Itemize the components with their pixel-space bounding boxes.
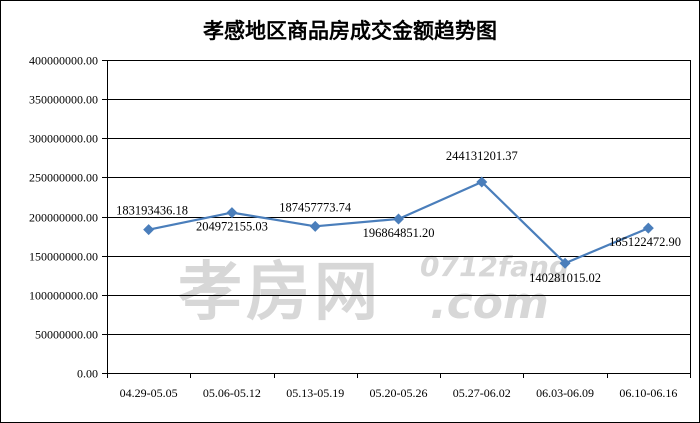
data-label: 183193436.18 [116,204,188,218]
y-tick-label: 350000000.00 [29,93,98,107]
y-tick-label: 400000000.00 [29,54,98,68]
data-label: 185122472.90 [609,235,681,249]
data-labels: 183193436.18 204972155.03 187457773.74 1968… [116,149,681,285]
watermark-url-bottom: .com [430,278,549,329]
axes [102,60,691,378]
y-tick-label: 0.00 [77,367,98,381]
y-tick-label: 200000000.00 [29,211,98,225]
data-label: 196864851.20 [363,226,435,240]
y-axis-ticks: 0.00 50000000.00 100000000.00 150000000.00 2… [29,54,98,381]
data-point-marker [559,257,571,269]
data-point-marker [309,220,321,232]
y-tick-label: 150000000.00 [29,250,98,264]
data-label: 244131201.37 [446,149,518,163]
x-tick-label: 05.06-05.12 [203,386,261,400]
x-tick-label: 06.10-06.16 [619,386,677,400]
data-point-marker [393,213,404,225]
x-tick-label: 05.13-05.19 [286,386,344,400]
data-point-marker [226,207,238,219]
data-point-marker [642,222,654,234]
x-axis-ticks: 04.29-05.05 05.06-05.12 05.13-05.19 05.20-0… [120,386,678,400]
x-tick-label: 05.20-05.26 [370,386,428,400]
y-tick-label: 100000000.00 [29,289,98,303]
data-label: 187457773.74 [279,200,352,214]
y-tick-label: 50000000.00 [35,328,98,342]
gridlines [107,60,690,374]
watermark-text: 孝房网 [178,256,382,330]
watermark-url-top: 0712fang [420,250,569,283]
y-tick-label: 300000000.00 [29,132,98,146]
x-tick-label: 04.29-05.05 [120,386,178,400]
data-point-marker [476,176,488,188]
y-tick-label: 250000000.00 [29,171,98,185]
chart-title: 孝感地区商品房成交金额趋势图 [203,18,497,43]
x-tick-label: 05.27-06.02 [453,386,511,400]
data-label: 204972155.03 [196,220,268,234]
data-label: 140281015.02 [529,271,601,285]
data-point-marker [143,224,155,236]
x-tick-label: 06.03-06.09 [536,386,594,400]
series [143,176,654,269]
watermark: 孝房网 0712fang .com [178,250,569,330]
